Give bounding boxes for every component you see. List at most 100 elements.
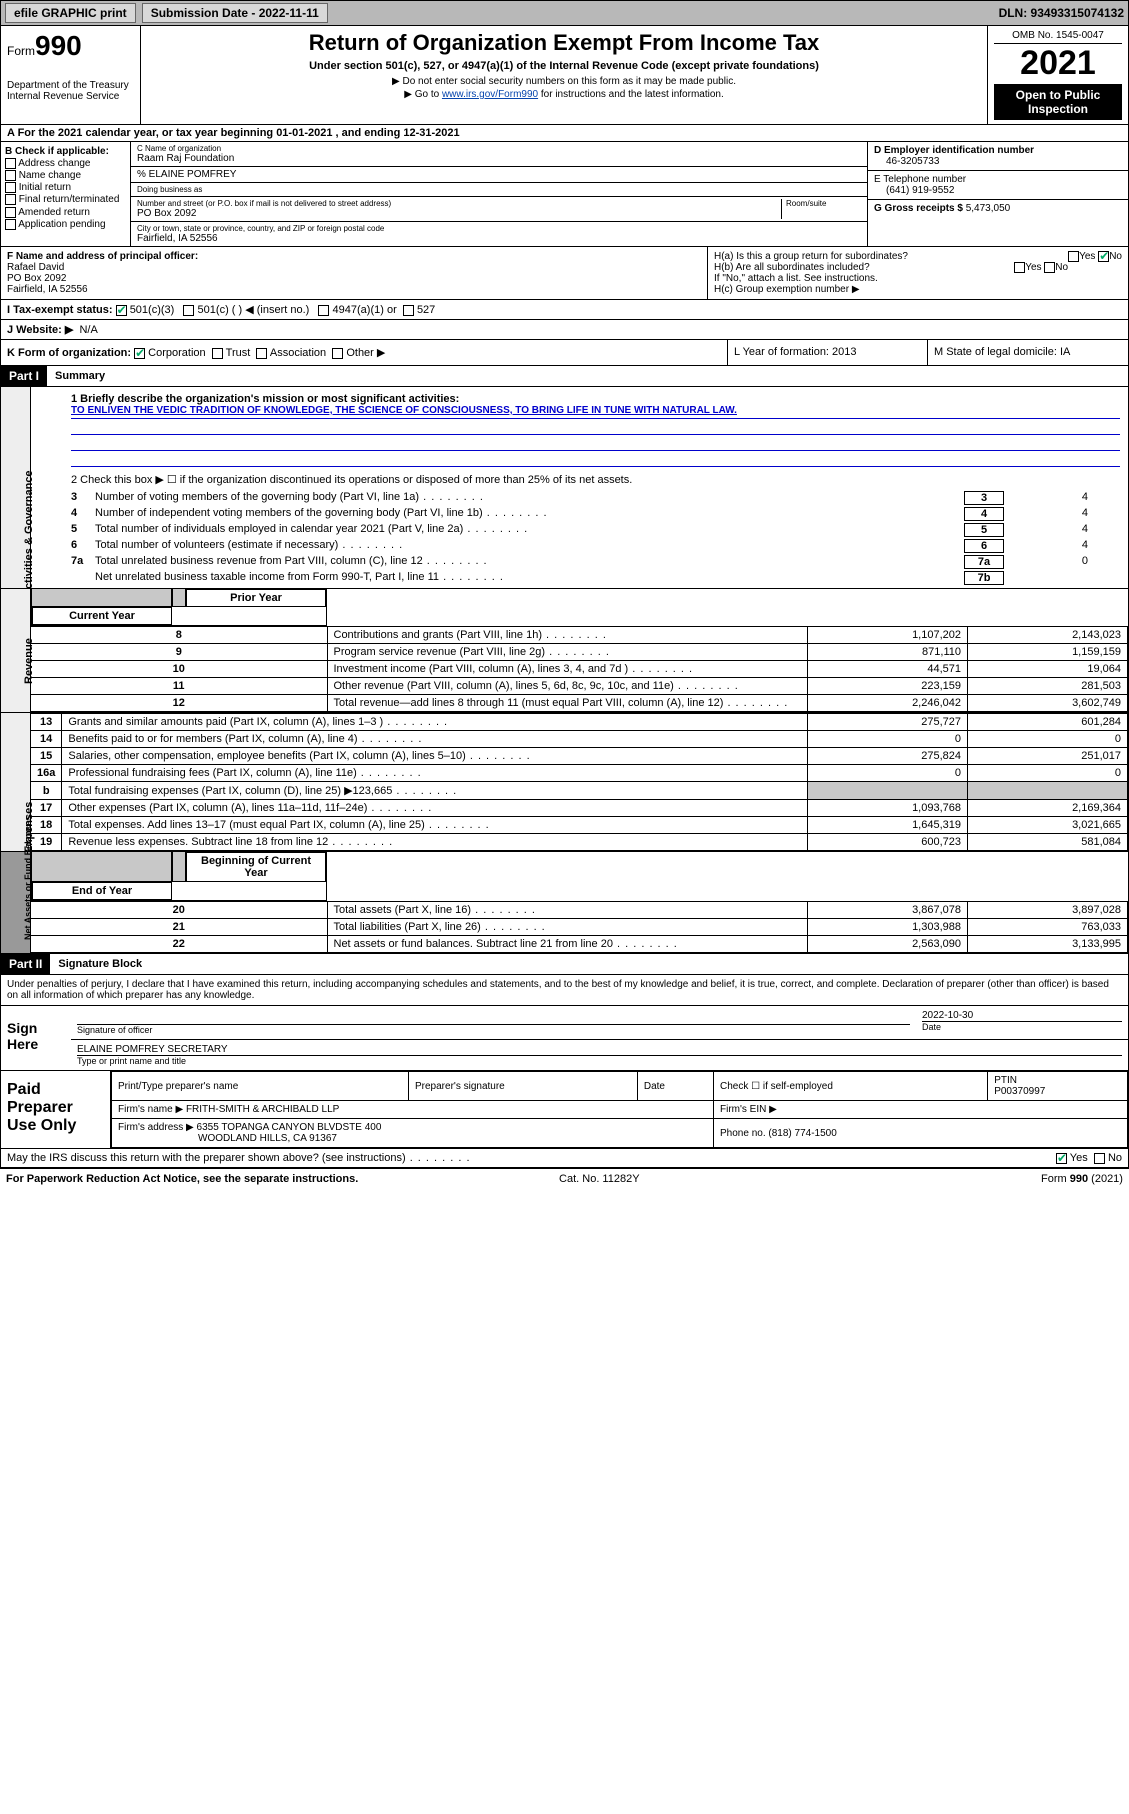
footer: For Paperwork Reduction Act Notice, see … (0, 1168, 1129, 1189)
tab-rev-label: Revenue (23, 638, 35, 684)
part-ii-title: Signature Block (50, 955, 150, 973)
row-i: I Tax-exempt status: 501(c)(3) 501(c) ( … (0, 300, 1129, 320)
i-501c[interactable] (183, 305, 194, 316)
hb-yes[interactable] (1014, 262, 1025, 273)
arrow2: ▶ Go to www.irs.gov/Form990 for instruct… (147, 89, 981, 100)
table-row: 18Total expenses. Add lines 13–17 (must … (31, 817, 1128, 834)
table-row: 11Other revenue (Part VIII, column (A), … (31, 678, 1128, 695)
table-row: 13Grants and similar amounts paid (Part … (31, 714, 1128, 731)
part-i-title: Summary (47, 367, 113, 385)
j-lbl: J Website: ▶ (7, 324, 73, 336)
city-lbl: City or town, state or province, country… (137, 224, 861, 233)
col-d: D Employer identification number 46-3205… (868, 142, 1128, 246)
gross-lbl: G Gross receipts $ (874, 203, 963, 214)
form-title: Return of Organization Exempt From Incom… (147, 30, 981, 56)
ein-lbl: D Employer identification number (874, 145, 1122, 156)
org-name: Raam Raj Foundation (137, 153, 861, 164)
gov-rows: 3Number of voting members of the governi… (31, 488, 1128, 588)
no3: No (1108, 1152, 1122, 1164)
colb-item[interactable]: Address change (5, 158, 126, 169)
ha-yes[interactable] (1068, 251, 1079, 262)
tab-netassets: Net Assets or Fund Balances (1, 852, 31, 953)
footer-right: Form 990 (2021) (1041, 1173, 1123, 1185)
form-num: 990 (35, 30, 82, 61)
gov-row: 6Total number of volunteers (estimate if… (71, 538, 1088, 554)
tax-year: 2021 (994, 46, 1122, 80)
table-row: 15Salaries, other compensation, employee… (31, 748, 1128, 765)
submission-date-btn[interactable]: Submission Date - 2022-11-11 (142, 3, 328, 23)
sign-here-label: Sign Here (1, 1005, 71, 1070)
part-i-hdr: Part I Summary (0, 366, 1129, 387)
check-self: Check ☐ if self-employed (714, 1072, 988, 1101)
may-irs-no[interactable] (1094, 1153, 1105, 1164)
colb-item[interactable]: Final return/terminated (5, 194, 126, 205)
may-irs-row: May the IRS discuss this return with the… (0, 1149, 1129, 1168)
name-title: ELAINE POMFREY SECRETARY (77, 1044, 1122, 1055)
sign-right: Signature of officer 2022-10-30 Date ELA… (71, 1005, 1128, 1070)
may-irs-yes[interactable] (1056, 1153, 1067, 1164)
prep-sig-lbl: Preparer's signature (409, 1072, 638, 1101)
q2-text: 2 Check this box ▶ ☐ if the organization… (71, 473, 1088, 486)
table-row: 10Investment income (Part VIII, column (… (31, 661, 1128, 678)
q1-lbl: 1 Briefly describe the organization's mi… (71, 393, 1120, 405)
i-opt3: 527 (417, 304, 435, 316)
k-lbl: K Form of organization: (7, 347, 131, 359)
irs-link[interactable]: www.irs.gov/Form990 (442, 89, 538, 100)
table-row: 17Other expenses (Part IX, column (A), l… (31, 800, 1128, 817)
form-header: Form990 Department of the Treasury Inter… (0, 26, 1129, 125)
k-other[interactable] (332, 348, 343, 359)
sect-governance: Activities & Governance 1 Briefly descri… (0, 387, 1129, 589)
ptin-lbl: PTIN (994, 1075, 1017, 1086)
table-row: bTotal fundraising expenses (Part IX, co… (31, 782, 1128, 800)
table-row: 8Contributions and grants (Part VIII, li… (31, 627, 1128, 644)
i-501c3[interactable] (116, 305, 127, 316)
hb-lbl: H(b) Are all subordinates included? (714, 262, 870, 273)
tab-gov-label: Activities & Governance (23, 470, 35, 597)
i-opt2: 4947(a)(1) or (333, 304, 397, 316)
gov-row: 5Total number of individuals employed in… (71, 522, 1088, 538)
efile-btn[interactable]: efile GRAPHIC print (5, 3, 136, 23)
col-current: Current Year (32, 607, 172, 625)
irs-label: Internal Revenue Service (7, 91, 134, 102)
col-f: F Name and address of principal officer:… (1, 247, 708, 299)
k-trust[interactable] (212, 348, 223, 359)
firm-name: FRITH-SMITH & ARCHIBALD LLP (186, 1104, 339, 1115)
i-opt0: 501(c)(3) (130, 304, 175, 316)
ha-no[interactable] (1098, 251, 1109, 262)
col-end: End of Year (32, 882, 172, 900)
sign-here-grid: Sign Here Signature of officer 2022-10-3… (1, 1005, 1128, 1070)
i-527[interactable] (403, 305, 414, 316)
k-opt1: Trust (226, 347, 251, 359)
colb-item[interactable]: Initial return (5, 182, 126, 193)
firm-addr-lbl: Firm's address ▶ (118, 1122, 194, 1133)
name-title-lbl: Type or print name and title (77, 1055, 1122, 1066)
form-subtitle: Under section 501(c), 527, or 4947(a)(1)… (147, 60, 981, 72)
hb-no[interactable] (1044, 262, 1055, 273)
colb-item[interactable]: Name change (5, 170, 126, 181)
i-lbl: I Tax-exempt status: (7, 304, 113, 316)
firm-addr2: WOODLAND HILLS, CA 91367 (118, 1133, 337, 1144)
footer-mid: Cat. No. 11282Y (559, 1173, 640, 1185)
paid-table: Print/Type preparer's name Preparer's si… (111, 1071, 1128, 1148)
k-assoc[interactable] (256, 348, 267, 359)
k-opt0: Corporation (148, 347, 205, 359)
gov-row: 4Number of independent voting members of… (71, 506, 1088, 522)
form-number: Form990 (7, 30, 134, 62)
date-lbl: Date (922, 1021, 1122, 1032)
i-4947[interactable] (318, 305, 329, 316)
colb-item[interactable]: Amended return (5, 207, 126, 218)
mission-block: 1 Briefly describe the organization's mi… (31, 387, 1128, 471)
f-addr2: Fairfield, IA 52556 (7, 284, 701, 295)
part-ii-label: Part II (1, 954, 50, 974)
prep-name-lbl: Print/Type preparer's name (112, 1072, 409, 1101)
table-row: 16aProfessional fundraising fees (Part I… (31, 765, 1128, 782)
colb-item[interactable]: Application pending (5, 219, 126, 230)
firm-name-lbl: Firm's name ▶ (118, 1104, 183, 1115)
gross: 5,473,050 (966, 203, 1011, 214)
k-corp[interactable] (134, 348, 145, 359)
hdr-left: Form990 Department of the Treasury Inter… (1, 26, 141, 124)
row-j: J Website: ▶ N/A (0, 320, 1129, 340)
part-i-label: Part I (1, 366, 47, 386)
q1-text: TO ENLIVEN THE VEDIC TRADITION OF KNOWLE… (71, 405, 1120, 419)
hb-note: If "No," attach a list. See instructions… (714, 273, 1122, 284)
